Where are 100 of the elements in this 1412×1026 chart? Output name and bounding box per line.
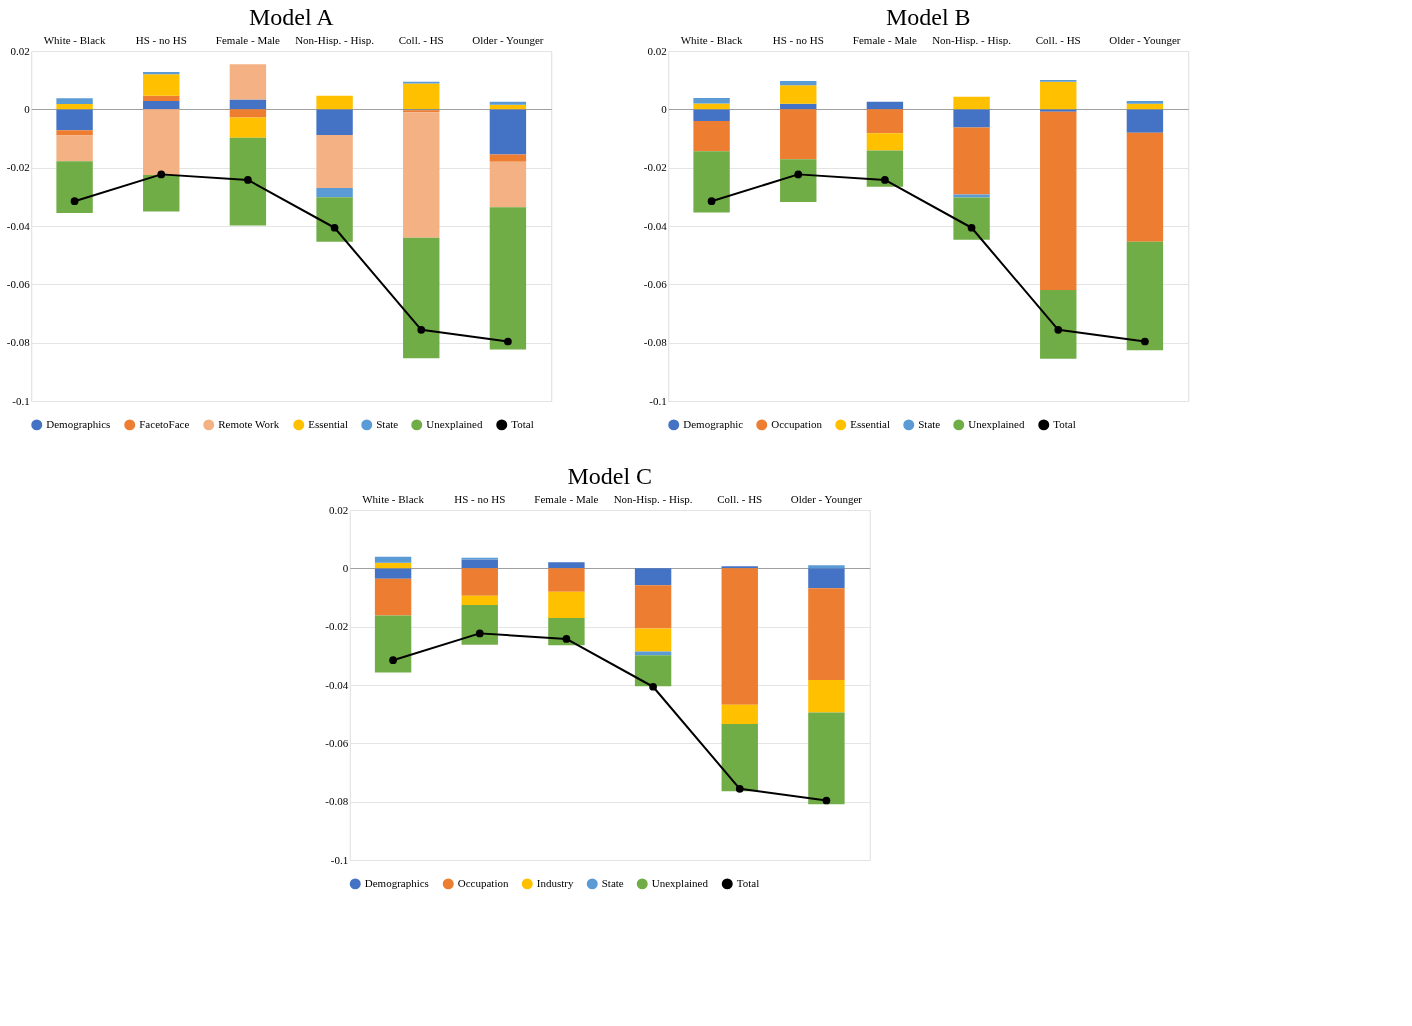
- bar: [721, 704, 758, 725]
- bar: [56, 135, 93, 162]
- x-tick-label: White - Black: [362, 492, 425, 505]
- bar: [634, 585, 672, 629]
- x-tick-label: Female - Male: [215, 33, 281, 46]
- bar: [374, 556, 412, 563]
- bar: [1126, 100, 1164, 104]
- bar: [866, 133, 904, 151]
- bar: [953, 96, 990, 110]
- x-tick-label: Older - Younger: [472, 33, 544, 46]
- legend-label: Occupation: [771, 417, 823, 430]
- y-tick-label: -0.06: [643, 277, 668, 290]
- legend-label: Demographics: [364, 876, 429, 889]
- legend-label: Demographic: [683, 417, 744, 430]
- bar: [548, 568, 585, 592]
- point: [649, 682, 657, 691]
- bar: [808, 565, 845, 569]
- bar: [1040, 289, 1077, 359]
- y-tick-label: 0.02: [647, 44, 667, 57]
- bar: [374, 615, 412, 673]
- bar: [229, 117, 267, 138]
- y-tick-label: -0.04: [643, 219, 668, 232]
- bar: [374, 568, 412, 579]
- bar: [461, 605, 498, 645]
- legend-label: Remote Work: [218, 417, 280, 430]
- legend-label: Essential: [850, 417, 890, 430]
- bar: [548, 562, 585, 569]
- x-tick-label: Female - Male: [534, 492, 599, 505]
- bar: [866, 109, 904, 134]
- y-tick-label: -0.06: [6, 277, 31, 290]
- x-tick-label: Older - Younger: [1109, 33, 1181, 46]
- x-tick-label: White - Black: [43, 33, 106, 46]
- point: [330, 223, 339, 232]
- x-tick-label: Female - Male: [852, 33, 918, 46]
- point: [504, 337, 512, 346]
- bar: [229, 109, 267, 118]
- y-tick-label: -0.02: [643, 161, 667, 174]
- y-tick-label: -0.1: [330, 853, 349, 866]
- bar: [780, 109, 817, 160]
- y-tick-label: -0.08: [6, 336, 31, 349]
- bar: [721, 724, 758, 792]
- y-tick-label: -0.02: [6, 161, 30, 174]
- bar: [143, 95, 180, 101]
- bar: [780, 159, 817, 203]
- legend-label: Demographics: [46, 417, 111, 430]
- legend-label: Total: [511, 417, 534, 430]
- bar: [316, 109, 353, 135]
- x-tick-label: Older - Younger: [790, 492, 863, 505]
- bar: [56, 161, 93, 213]
- bar: [634, 628, 672, 652]
- chart-title: Model B: [885, 4, 971, 30]
- y-tick-label: -0.04: [6, 219, 31, 232]
- bar: [56, 98, 93, 105]
- legend-label: Unexplained: [426, 417, 483, 430]
- point: [735, 784, 744, 793]
- point: [1141, 337, 1149, 346]
- bar: [1040, 109, 1077, 112]
- bar: [1126, 241, 1164, 351]
- x-tick-label: Coll. - HS: [398, 33, 444, 46]
- point: [967, 223, 976, 232]
- x-tick-label: HS - no HS: [454, 492, 506, 505]
- bar: [721, 566, 758, 569]
- bar: [374, 578, 412, 616]
- x-tick-label: HS - no HS: [135, 33, 187, 46]
- bar: [56, 104, 93, 110]
- y-tick-label: 0.02: [10, 44, 30, 57]
- bar: [1040, 81, 1077, 110]
- y-tick-label: 0: [24, 102, 31, 115]
- bar: [489, 154, 527, 162]
- point: [244, 176, 252, 184]
- legend-label: FacetoFace: [139, 417, 190, 430]
- y-tick-label: -0.1: [649, 394, 667, 407]
- bar: [866, 101, 904, 110]
- y-tick-label: -0.1: [12, 394, 30, 407]
- point: [1054, 325, 1063, 334]
- bar: [693, 151, 730, 213]
- bar: [1040, 111, 1077, 290]
- bar: [808, 680, 845, 713]
- y-tick-label: -0.04: [325, 678, 349, 691]
- bar: [634, 568, 672, 586]
- bar: [489, 207, 527, 350]
- bar: [316, 197, 353, 242]
- bar: [143, 74, 180, 96]
- bar: [489, 109, 527, 155]
- bar: [953, 197, 990, 240]
- legend-label: Total: [1053, 417, 1076, 430]
- y-tick-label: -0.06: [325, 736, 349, 749]
- point: [389, 656, 397, 665]
- bar: [634, 655, 672, 687]
- bar: [693, 121, 730, 152]
- bar: [461, 559, 498, 569]
- bar: [143, 109, 180, 175]
- bar: [316, 135, 353, 189]
- x-tick-label: Non-Hisp. - Hisp.: [932, 33, 1012, 46]
- chart-title: Model A: [248, 4, 335, 30]
- bar: [808, 568, 845, 589]
- chart-title: Model C: [567, 463, 653, 489]
- y-tick-label: -0.08: [325, 795, 349, 808]
- point: [707, 197, 716, 206]
- point: [562, 635, 571, 643]
